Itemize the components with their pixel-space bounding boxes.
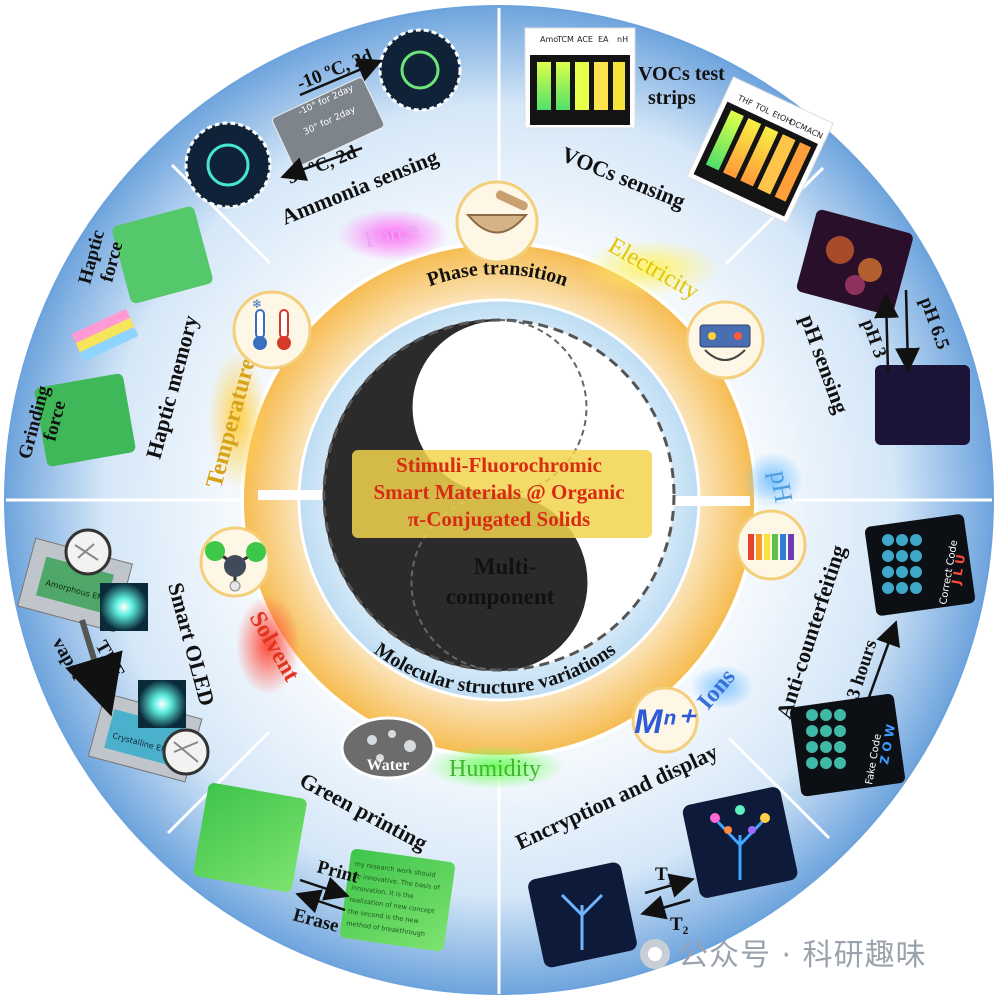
- single-component-line-2: component: [444, 397, 553, 422]
- water-droplets-icon: Water: [340, 716, 436, 780]
- ph-glow: [743, 452, 803, 508]
- wechat-logo-icon: [640, 939, 670, 969]
- vocs-strip1-label-2: TCM: [556, 35, 574, 44]
- thermometer-icon: ❄: [232, 290, 312, 370]
- watermark-text: 公众号 · 科研趣味: [678, 938, 927, 973]
- stimulus-ph: pH: [764, 468, 798, 505]
- power-supply-icon: [685, 300, 765, 380]
- fake-code-value: Z O W: [877, 723, 898, 765]
- ph-strips-icon: [735, 509, 807, 581]
- green-printing-blank-paper: [193, 782, 307, 893]
- haptic-film-stack: [71, 308, 139, 362]
- stimulus-humidity: Humidity: [449, 756, 541, 782]
- ph-image-orange: [796, 209, 913, 316]
- haptic-force-patch: [112, 206, 213, 304]
- center-title-block: Stimuli-Fluorochromic Smart Materials @ …: [352, 450, 652, 538]
- water-label: Water: [367, 757, 410, 774]
- vocs-strip1-label-5: nH: [617, 35, 628, 44]
- vocs-strip1-label-3: ACE: [577, 35, 593, 44]
- mortar-pestle-icon: [455, 180, 539, 264]
- encryption-t1-label: T₁: [655, 864, 673, 885]
- center-title-line-2: Smart Materials @ Organic: [373, 480, 624, 504]
- oled-glow-crystalline: [138, 680, 186, 728]
- oled-magnifier-top: [64, 528, 112, 576]
- vocs-strip1-label-4: EA: [598, 35, 609, 44]
- electricity-glow: [580, 240, 720, 296]
- watermark: 公众号 · 科研趣味: [640, 930, 927, 974]
- svg-text:❄: ❄: [252, 297, 262, 311]
- center-title-line-1: Stimuli-Fluorochromic: [396, 453, 602, 477]
- single-component-line-1: Single-: [466, 369, 534, 394]
- ammonia-dog-image-green: [378, 28, 462, 112]
- metal-ion-symbol: Mⁿ⁺: [634, 703, 697, 741]
- left-divider-bar: [258, 490, 348, 500]
- encryption-t2-label: T₂: [670, 914, 689, 935]
- correct-code-value: J L U: [949, 553, 968, 586]
- smart-oled-sector: Amorphous EML Crystalline EML THF vapor …: [17, 528, 220, 783]
- fake-code-card: [790, 693, 905, 797]
- multi-component-line-2: component: [446, 584, 555, 609]
- green-printing-text-paper: [340, 848, 455, 952]
- ammonia-strip-photo: [272, 77, 385, 168]
- vocs-strips-line-2: strips: [648, 87, 696, 109]
- vocs-strip-card-2: THF TOL EtOH DCM ACN: [686, 76, 834, 224]
- right-divider-bar: [650, 496, 750, 506]
- grinding-force-patch: [34, 373, 136, 467]
- ph-image-purple: [875, 365, 970, 445]
- vocs-strip1-label-1: Amo: [540, 35, 558, 44]
- metal-ion-icon: Mⁿ⁺: [631, 686, 699, 754]
- vocs-strips-line-1: VOCs test: [638, 63, 725, 85]
- force-glow: [338, 209, 448, 261]
- ph-sensing-sector: pH 6.5 pH 3 pH sensing: [795, 209, 970, 445]
- oled-glow-amorphous: [100, 583, 148, 631]
- humidity-glow: [425, 745, 565, 789]
- ions-glow: [690, 665, 754, 709]
- ammonia-dog-image-cyan: [184, 121, 272, 209]
- multi-component-line-1: Multi-: [474, 554, 537, 579]
- center-title-line-3: π-Conjugated Solids: [408, 507, 590, 531]
- solvent-molecule-icon: [199, 526, 271, 598]
- solvent-glow: [236, 595, 300, 695]
- temperature-glow: [208, 350, 268, 490]
- vocs-sensing-sector: Amo TCM ACE EA nH THF TOL EtOH DCM ACN V…: [524, 27, 834, 224]
